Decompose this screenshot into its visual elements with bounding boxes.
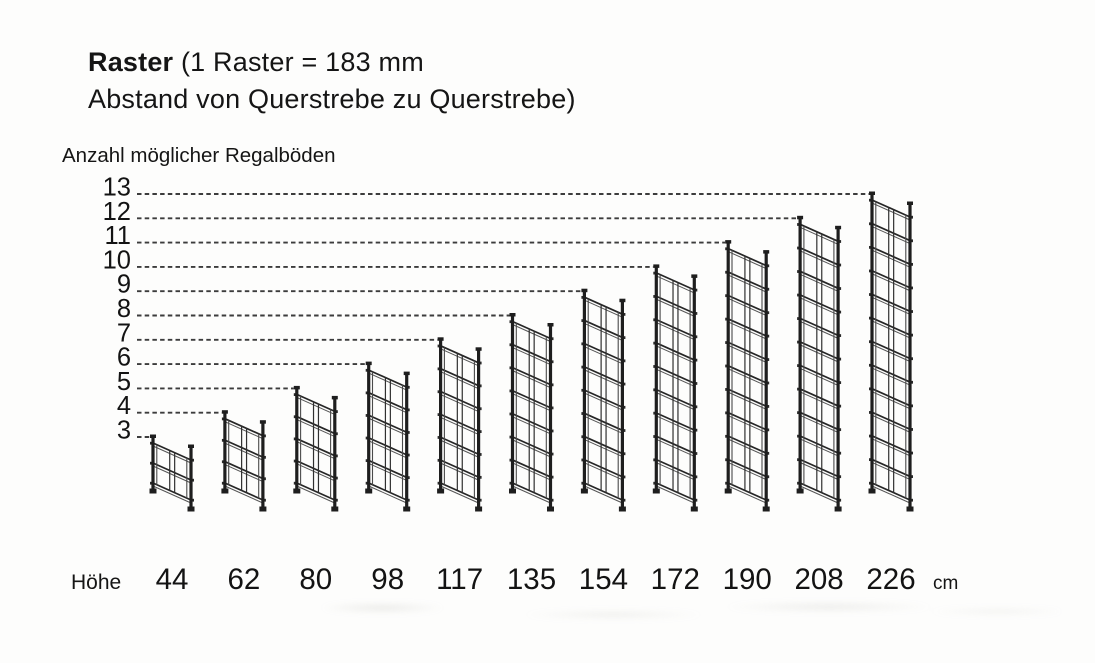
rack-frame-154cm [580,288,626,512]
shelf-count-label-9: 9 [117,271,131,299]
rack-frame-117cm [437,337,483,512]
height-label-44: 44 [156,563,189,596]
x-axis-label: Höhe [71,571,121,594]
shelf-count-label-4: 4 [117,392,131,420]
height-label-98: 98 [371,563,404,596]
height-label-80: 80 [299,563,332,596]
shelf-count-label-10: 10 [103,246,131,274]
rack-frame-226cm [868,191,914,512]
shelf-count-label-7: 7 [117,319,131,347]
shelf-count-label-13: 13 [103,174,131,202]
height-label-190: 190 [723,563,772,596]
rack-frame-44cm [149,434,195,512]
rack-frame-62cm [221,410,267,512]
shelf-count-label-3: 3 [117,417,131,445]
height-label-154: 154 [579,563,628,596]
height-label-62: 62 [227,563,260,596]
rack-frame-172cm [652,264,698,512]
rack-frame-98cm [365,361,411,512]
height-label-117: 117 [436,563,483,596]
page-title: Raster (1 Raster = 183 mm Abstand von Qu… [88,44,576,118]
height-label-172: 172 [651,563,700,596]
rack-frame-135cm [509,313,554,512]
shelf-count-label-12: 12 [103,198,131,226]
y-axis-title: Anzahl möglicher Regalböden [62,144,336,167]
title-line-2: Abstand von Querstrebe zu Querstrebe) [88,84,576,114]
title-rest: (1 Raster = 183 mm [173,47,424,77]
height-label-135: 135 [507,563,556,596]
rack-frames [149,191,914,512]
diagram-labels: 3444625806987117813591541017211190122081… [103,174,916,597]
shelf-count-label-8: 8 [117,295,131,323]
title-keyword: Raster [88,47,174,77]
rack-frame-208cm [796,215,842,512]
shelf-count-guide-lines [137,193,869,438]
shelf-count-label-6: 6 [117,344,131,372]
height-label-226: 226 [866,563,915,596]
shelf-count-label-11: 11 [105,222,131,250]
title-line-1: Raster (1 Raster = 183 mm [88,44,576,81]
shelf-count-label-5: 5 [117,368,131,396]
height-label-208: 208 [794,563,843,596]
rack-frame-80cm [293,385,339,512]
x-axis-unit-label: cm [933,573,958,594]
rack-frame-190cm [724,240,770,512]
